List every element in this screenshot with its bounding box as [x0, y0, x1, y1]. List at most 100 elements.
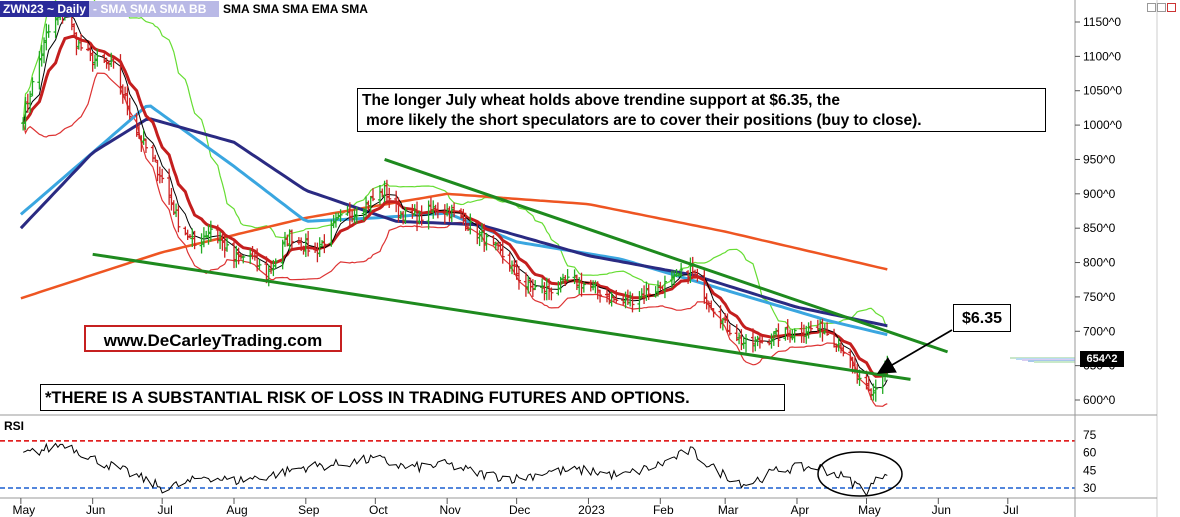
price-tick-label: 1050^0 — [1083, 84, 1122, 98]
price-bar — [523, 272, 528, 297]
price-bar — [30, 77, 35, 97]
price-bar — [660, 285, 665, 293]
time-tick-label: Jun — [932, 503, 951, 517]
price-bar — [273, 258, 278, 269]
price-bar — [303, 233, 308, 258]
price-bar — [127, 97, 132, 120]
price-bar — [871, 383, 876, 401]
price-bar — [199, 233, 204, 254]
price-bar — [433, 204, 438, 216]
price-bar — [482, 223, 487, 252]
time-tick-label: May — [13, 503, 36, 517]
time-tick-label: May — [858, 503, 881, 517]
panel-controls-icon[interactable] — [1147, 3, 1177, 13]
price-bar — [711, 308, 716, 318]
price-bar — [320, 240, 325, 247]
price-bar — [836, 337, 841, 352]
time-tick-label: Feb — [653, 503, 674, 517]
price-bar — [514, 260, 519, 280]
time-tick-label: Jun — [86, 503, 105, 517]
symbol-label[interactable]: ZWN23 ~ Daily — [0, 0, 90, 17]
price-bar — [737, 332, 742, 345]
price-bar — [412, 204, 417, 216]
price-bar — [655, 280, 660, 297]
rsi-tick-label: 30 — [1083, 481, 1097, 495]
price-bar — [783, 327, 788, 341]
price-bar — [215, 224, 220, 244]
price-bar — [720, 317, 725, 331]
price-bar — [734, 324, 739, 342]
time-tick-label: Oct — [369, 503, 388, 517]
studies-label[interactable]: SMA SMA SMA EMA SMA — [223, 1, 368, 16]
price-bar — [171, 200, 176, 215]
price-bar — [688, 257, 693, 284]
price-bar — [220, 233, 225, 251]
price-bar — [218, 231, 223, 250]
price-bar — [296, 237, 301, 245]
sma-navy-line — [19, 117, 888, 328]
price-bar — [804, 325, 809, 344]
price-bar — [125, 85, 130, 116]
price-bar — [206, 224, 211, 245]
hidden-studies-label[interactable]: - SMA SMA SMA BB — [89, 0, 220, 17]
trendlines — [92, 158, 1075, 381]
price-bar — [345, 205, 350, 216]
price-bar — [760, 336, 765, 344]
price-bar — [428, 197, 433, 212]
price-bar — [820, 318, 825, 342]
bb-upper-line — [22, 0, 888, 331]
price-bar — [241, 255, 246, 264]
price-tick-label: 1000^0 — [1083, 118, 1122, 132]
price-bar — [841, 346, 846, 357]
price-bar — [510, 260, 515, 275]
moving-averages — [19, 15, 889, 389]
time-tick-label: Dec — [509, 503, 530, 517]
volume-profile — [1010, 357, 1075, 363]
price-bar — [588, 279, 593, 292]
price-bar — [769, 333, 774, 349]
chart-header: ZWN23 ~ Daily - SMA SMA SMA BB SMA SMA S… — [0, 0, 368, 17]
price-bar — [137, 123, 142, 139]
time-tick-label: Sep — [298, 503, 320, 517]
price-bar — [257, 259, 262, 270]
price-bar — [452, 202, 457, 218]
price-tick-label: 600^0 — [1083, 393, 1116, 407]
price-bar — [354, 207, 359, 224]
price-bar — [848, 348, 853, 368]
price-bar — [484, 232, 489, 251]
price-bar — [336, 212, 341, 220]
price-bar — [695, 268, 700, 282]
price-bar — [702, 269, 707, 304]
price-bar — [644, 281, 649, 301]
price-bar — [799, 321, 804, 343]
price-bar — [37, 51, 42, 90]
price-bar — [822, 323, 827, 335]
price-bar — [785, 319, 790, 340]
price-bar — [236, 247, 241, 265]
price-bar — [771, 331, 776, 346]
price-bar — [788, 329, 793, 343]
price-bar — [614, 289, 619, 303]
price-bar — [801, 324, 806, 344]
price-bars — [21, 5, 890, 402]
price-tick-label: 750^0 — [1083, 290, 1116, 304]
price-bar — [579, 272, 584, 297]
price-bar — [709, 300, 714, 311]
price-bar — [806, 322, 811, 339]
price-bar — [280, 239, 285, 270]
price-bar — [516, 266, 521, 290]
price-bar — [331, 214, 336, 229]
price-tick-label: 1100^0 — [1083, 49, 1121, 63]
price-bar — [44, 23, 49, 51]
price-bar — [39, 44, 44, 67]
price-bar — [839, 341, 844, 354]
ema-line — [22, 34, 889, 378]
price-bar — [507, 252, 512, 272]
price-bar — [109, 52, 114, 68]
price-bar — [315, 242, 320, 263]
price-bar — [727, 324, 732, 336]
price-bar — [123, 86, 128, 101]
price-bar — [248, 249, 253, 265]
rsi-tick-label: 45 — [1083, 463, 1097, 477]
